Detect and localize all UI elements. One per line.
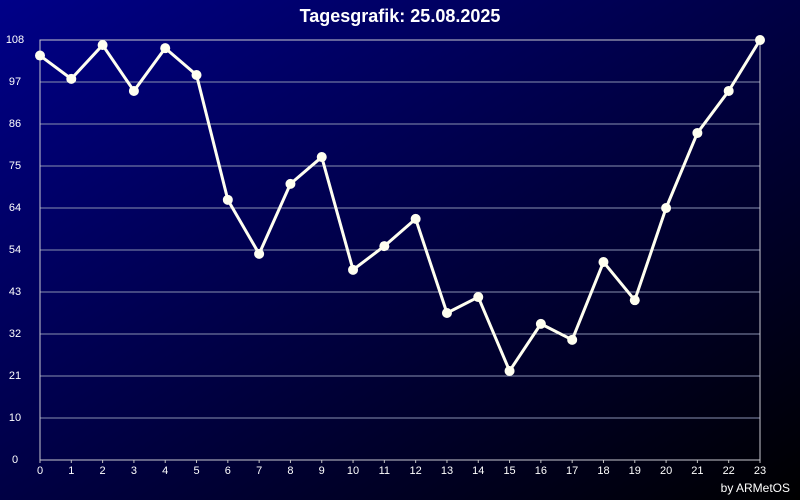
x-tick-label: 0 — [37, 465, 43, 477]
data-point — [66, 73, 77, 84]
x-tick-label: 14 — [472, 465, 484, 477]
x-tick-label: 3 — [131, 465, 137, 477]
data-point — [128, 85, 139, 96]
data-point — [191, 70, 202, 80]
data-point — [567, 334, 578, 345]
data-point — [661, 203, 672, 213]
y-tick-label: 0 — [12, 454, 18, 466]
credit: by ARMetOS — [721, 481, 790, 495]
x-tick-label: 21 — [691, 465, 703, 477]
series-line — [39, 39, 762, 373]
data-point — [222, 194, 233, 205]
y-tick-label: 97 — [9, 76, 21, 88]
y-tick-label: 108 — [6, 34, 24, 46]
y-tick-label: 54 — [9, 244, 21, 256]
y-tick-label: 64 — [9, 202, 21, 214]
x-tick-label: 18 — [597, 465, 609, 477]
data-point — [723, 85, 734, 96]
x-tick-label: 11 — [379, 465, 390, 477]
x-tick-label: 6 — [225, 465, 231, 477]
data-point — [535, 318, 546, 329]
x-tick-label: 13 — [441, 465, 453, 477]
data-point — [254, 248, 265, 259]
x-tick-label: 16 — [535, 465, 547, 477]
data-point — [692, 127, 703, 138]
data-point — [441, 308, 452, 318]
y-tick-label: 32 — [9, 328, 21, 340]
data-point — [285, 178, 296, 189]
data-point — [598, 257, 609, 268]
data-point — [629, 295, 640, 306]
x-tick-label: 12 — [410, 465, 422, 477]
x-tick-label: 2 — [100, 465, 106, 477]
x-tick-label: 4 — [162, 465, 168, 477]
x-tick-label: 23 — [754, 465, 766, 477]
data-point — [473, 292, 484, 303]
y-tick-label: 75 — [9, 160, 21, 172]
x-tick-label: 10 — [347, 465, 359, 477]
x-tick-label: 5 — [193, 465, 199, 477]
x-tick-label: 17 — [566, 465, 578, 477]
x-tick-label: 1 — [68, 465, 74, 477]
x-tick-label: 7 — [256, 465, 262, 477]
data-point — [35, 50, 45, 61]
data-point — [160, 43, 171, 54]
data-point — [348, 264, 359, 275]
x-tick-label: 22 — [723, 465, 735, 477]
x-tick-label: 8 — [287, 465, 293, 477]
data-point — [97, 40, 108, 51]
x-tick-label: 20 — [660, 465, 672, 477]
x-tick-label: 9 — [319, 465, 325, 477]
data-point — [410, 213, 421, 224]
x-tick-label: 19 — [629, 465, 641, 477]
y-tick-label: 10 — [9, 412, 21, 424]
data-point — [504, 365, 515, 376]
chart-title: Tagesgrafik: 25.08.2025 — [300, 6, 501, 26]
plot-frame — [39, 39, 761, 461]
y-tick-label: 43 — [9, 286, 21, 298]
data-point — [316, 152, 327, 163]
data-point — [755, 35, 765, 45]
x-tick-label: 15 — [503, 465, 515, 477]
y-tick-label: 21 — [9, 370, 21, 382]
y-tick-label: 86 — [9, 118, 21, 130]
data-point — [379, 241, 390, 252]
